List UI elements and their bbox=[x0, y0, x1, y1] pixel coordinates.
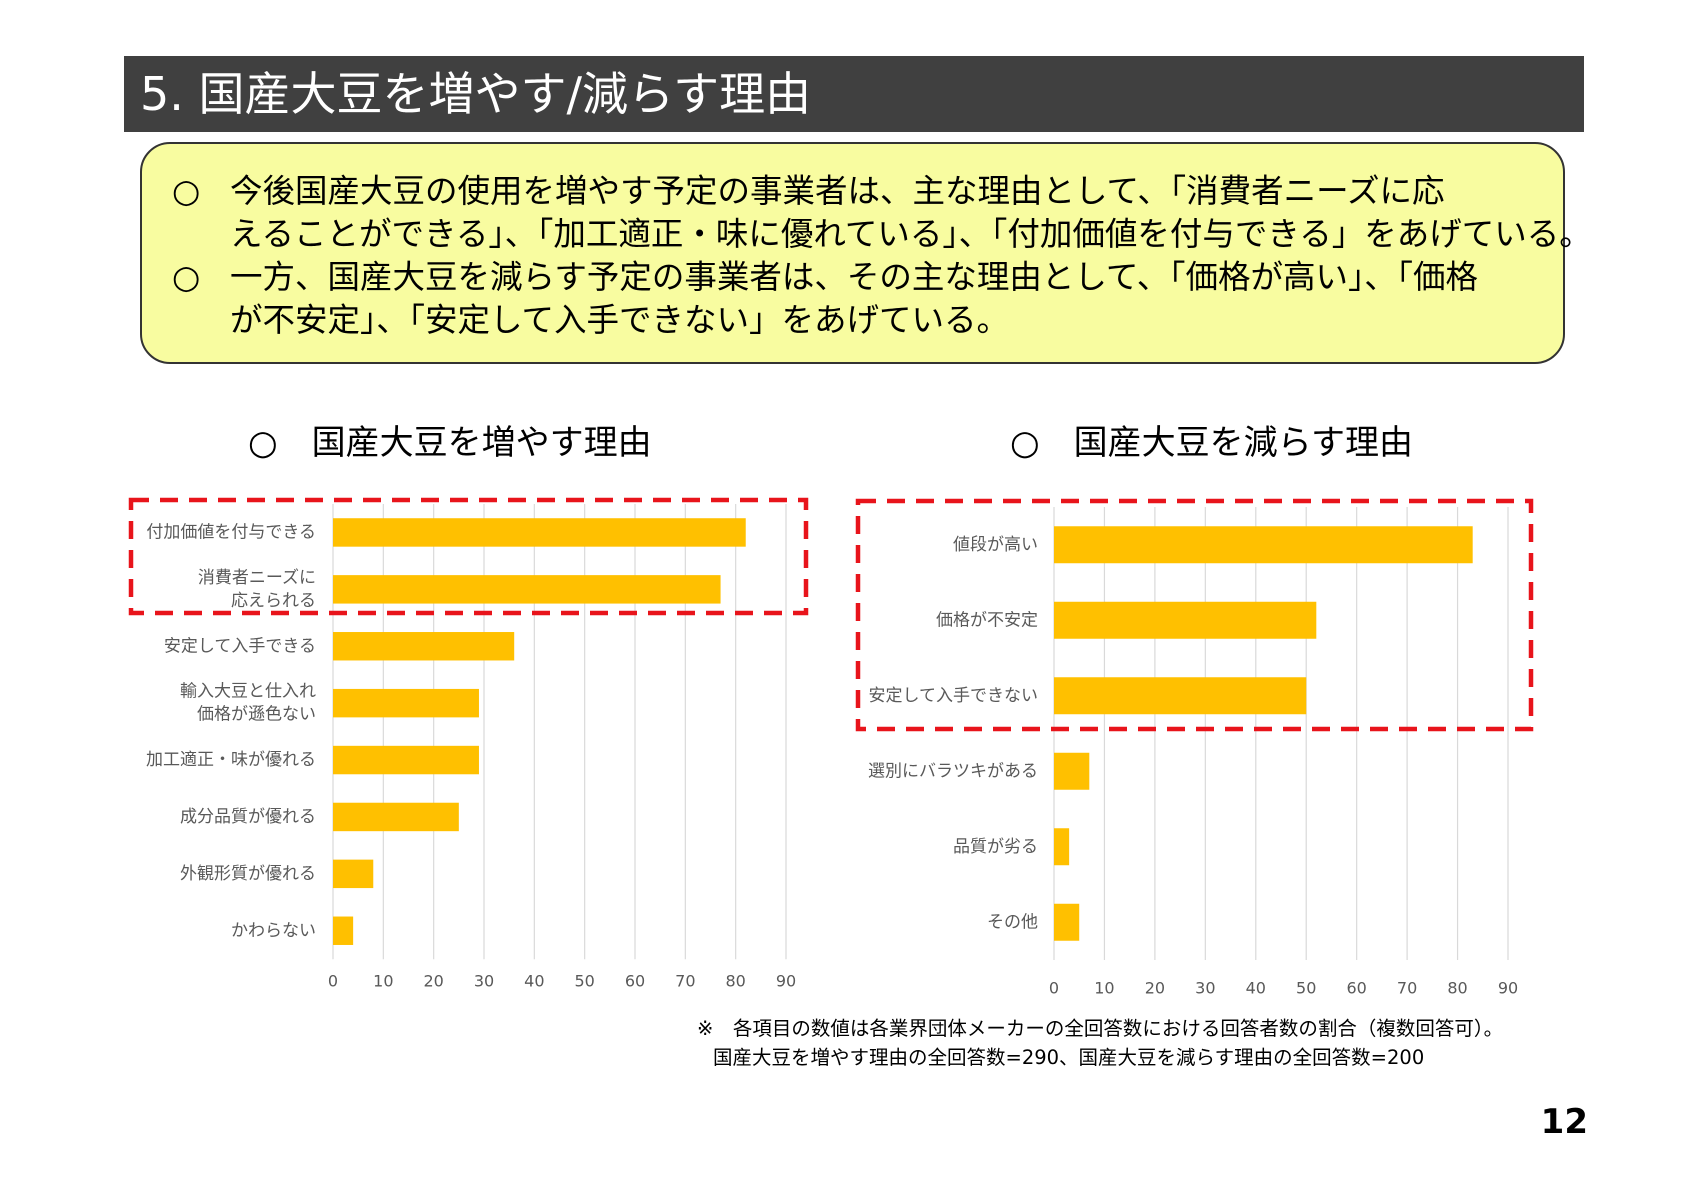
x-tick-label-decrease: 60 bbox=[1346, 979, 1366, 998]
category-label-decrease: 値段が高い bbox=[953, 535, 1038, 555]
category-label-increase: 外観形質が優れる bbox=[180, 864, 316, 884]
bar-decrease bbox=[1054, 828, 1070, 866]
x-tick-label-decrease: 50 bbox=[1296, 979, 1316, 998]
highlight-box-increase bbox=[128, 497, 809, 616]
category-label-increase: 成分品質が優れる bbox=[180, 807, 316, 827]
x-tick-label-increase: 20 bbox=[423, 972, 443, 991]
highlight-box-decrease bbox=[855, 498, 1534, 732]
bullet-circle-icon: ○ bbox=[172, 172, 201, 210]
category-label-increase: 輸入大豆と仕入れ bbox=[180, 682, 316, 702]
bar-increase bbox=[333, 575, 721, 604]
page-number: 12 bbox=[1540, 1102, 1588, 1142]
category-label-increase: かわらない bbox=[231, 921, 316, 941]
category-label-increase: 安定して入手できる bbox=[164, 636, 316, 656]
bar-increase bbox=[333, 632, 515, 661]
chart-title-increase: ○ 国産大豆を増やす理由 bbox=[248, 423, 652, 463]
footnote: ※ 各項目の数値は各業界団体メーカーの全回答数における回答者数の割合（複数回答可… bbox=[697, 1014, 1503, 1072]
x-tick-label-increase: 30 bbox=[474, 972, 494, 991]
summary-line: 今後国産大豆の使用を増やす予定の事業者は、主な理由として、「消費者ニーズに応 bbox=[230, 172, 1445, 210]
category-label-increase: 価格が遜色ない bbox=[197, 705, 316, 725]
x-tick-label-increase: 80 bbox=[725, 972, 745, 991]
x-tick-label-decrease: 30 bbox=[1195, 979, 1215, 998]
category-label-increase: 加工適正・味が優れる bbox=[146, 750, 316, 770]
bar-decrease bbox=[1054, 752, 1090, 790]
bar-increase bbox=[333, 518, 746, 547]
bar-decrease bbox=[1054, 526, 1473, 564]
x-tick-label-increase: 60 bbox=[625, 972, 645, 991]
category-label-increase: 付加価値を付与できる bbox=[146, 522, 316, 542]
chart-title-decrease: ○ 国産大豆を減らす理由 bbox=[1010, 423, 1413, 463]
x-tick-label-increase: 0 bbox=[328, 972, 338, 991]
bar-increase bbox=[333, 859, 374, 889]
footnote-line-2: 国産大豆を増やす理由の全回答数=290、国産大豆を減らす理由の全回答数=200 bbox=[713, 1046, 1425, 1069]
x-tick-label-decrease: 20 bbox=[1145, 979, 1165, 998]
x-tick-label-decrease: 70 bbox=[1397, 979, 1417, 998]
summary-line: 一方、国産大豆を減らす予定の事業者は、その主な理由として、「価格が高い」、「価格 bbox=[230, 258, 1479, 296]
category-label-decrease: 価格が不安定 bbox=[936, 610, 1038, 630]
category-label-decrease: その他 bbox=[987, 912, 1038, 932]
bar-increase bbox=[333, 916, 354, 945]
x-tick-label-increase: 10 bbox=[373, 972, 393, 991]
x-tick-label-increase: 90 bbox=[776, 972, 796, 991]
bar-increase bbox=[333, 802, 459, 832]
bar-decrease bbox=[1054, 677, 1307, 715]
x-tick-label-decrease: 80 bbox=[1447, 979, 1467, 998]
summary-line: えることができる」、「加工適正・味に優れている」、「付加価値を付与できる」をあげ… bbox=[230, 215, 1592, 253]
x-tick-label-decrease: 90 bbox=[1498, 979, 1518, 998]
footnote-line-1: ※ 各項目の数値は各業界団体メーカーの全回答数における回答者数の割合（複数回答可… bbox=[697, 1017, 1504, 1040]
x-tick-label-decrease: 0 bbox=[1049, 979, 1059, 998]
category-label-increase: 応えられる bbox=[231, 591, 316, 611]
bar-increase bbox=[333, 745, 479, 775]
x-tick-label-decrease: 10 bbox=[1094, 979, 1114, 998]
x-tick-label-increase: 50 bbox=[574, 972, 594, 991]
bullet-circle-icon: ○ bbox=[172, 258, 201, 296]
bar-decrease bbox=[1054, 903, 1080, 941]
x-tick-label-decrease: 40 bbox=[1246, 979, 1266, 998]
page-title: 5. 国産大豆を増やす/減らす理由 bbox=[124, 56, 1584, 132]
category-label-increase: 消費者ニーズに bbox=[198, 568, 316, 588]
x-tick-label-increase: 70 bbox=[675, 972, 695, 991]
category-label-decrease: 品質が劣る bbox=[953, 837, 1038, 857]
summary-line: が不安定」、「安定して入手できない」をあげている。 bbox=[230, 301, 1010, 339]
summary-paragraph-increase: ○ 今後国産大豆の使用を増やす予定の事業者は、主な理由として、「消費者ニーズに応… bbox=[172, 170, 1592, 256]
x-tick-label-increase: 40 bbox=[524, 972, 544, 991]
bar-decrease bbox=[1054, 601, 1317, 639]
category-label-decrease: 選別にバラツキがある bbox=[868, 761, 1038, 781]
summary-box: ○ 今後国産大豆の使用を増やす予定の事業者は、主な理由として、「消費者ニーズに応… bbox=[140, 142, 1592, 364]
summary-paragraph-decrease: ○ 一方、国産大豆を減らす予定の事業者は、その主な理由として、「価格が高い」、「… bbox=[172, 256, 1543, 342]
category-label-decrease: 安定して入手できない bbox=[869, 686, 1039, 706]
bar-increase bbox=[333, 688, 479, 718]
